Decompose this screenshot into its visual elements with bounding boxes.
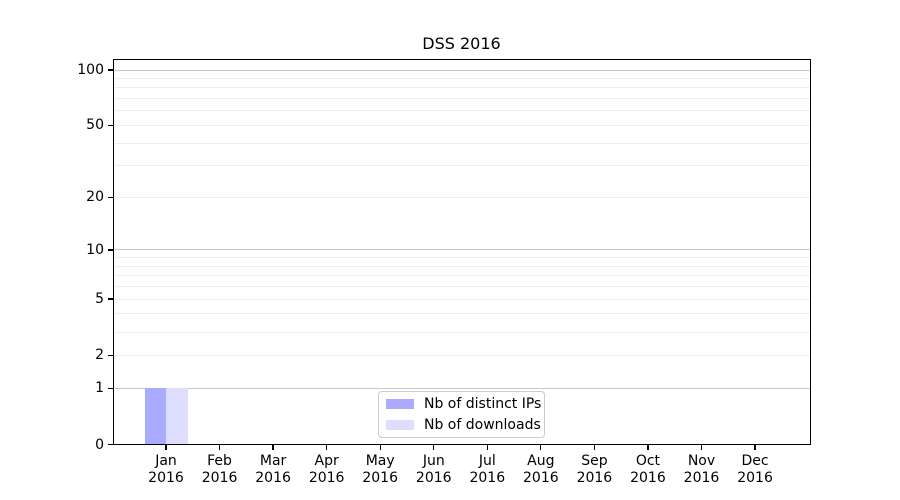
y-gridline-minor [113,354,810,356]
y-gridline-minor [113,298,810,300]
x-tick-label-year: 2016 [308,470,345,486]
x-tick-mark [218,445,221,450]
y-gridline-minor [113,196,810,198]
y-gridline-decade [113,387,810,389]
x-tick-mark [540,445,542,450]
y-gridline-minor [113,313,810,315]
x-tick-mark [593,445,596,450]
legend: Nb of distinct IPs Nb of downloads [378,391,545,438]
x-tick-label-year: 2016 [523,470,559,486]
x-tick-label-year: 2016 [201,470,238,486]
y-tick-mark [108,387,114,389]
y-gridline-minor [113,265,810,267]
y-tick-mark [108,354,114,356]
x-tick-mark [700,445,703,450]
x-tick-label-month: Dec [741,453,769,469]
x-tick-label-year: 2016 [255,470,291,486]
legend-label-distinct-ips: Nb of distinct IPs [424,396,542,412]
y-gridline-minor [113,124,810,126]
x-tick-mark [379,445,381,450]
y-gridline-minor [113,77,810,79]
x-tick-mark [754,445,756,450]
legend-item-downloads: Nb of downloads [386,417,544,433]
x-tick-label-year: 2016 [576,470,613,486]
y-gridline-minor [113,275,810,277]
y-gridline-minor [113,98,810,100]
x-tick-label-month: Feb [207,453,232,469]
y-gridline-minor [113,87,810,89]
x-tick-mark [647,445,649,450]
y-tick-label: 20 [86,189,104,206]
y-gridline-minor [113,110,810,112]
x-tick-label-year: 2016 [630,470,666,486]
y-gridline-minor [113,331,810,333]
x-tick-label-month: Apr [314,453,339,469]
x-tick-label-year: 2016 [469,470,506,486]
y-tick-label: 1 [95,380,104,397]
x-tick-label-month: Nov [687,453,716,469]
bar-distinct-ips [144,388,166,445]
y-tick-mark [108,443,114,446]
x-tick-label-year: 2016 [148,470,184,486]
y-tick-label: 100 [77,62,104,78]
x-tick-label-month: Aug [527,453,555,469]
y-gridline-minor [113,165,810,167]
y-tick-label: 0 [95,436,104,453]
x-tick-label-month: May [365,453,395,469]
x-tick-label-month: Jan [155,453,177,469]
x-tick-label-month: Jun [422,453,445,469]
y-gridline-minor [113,142,810,144]
y-tick-mark [108,196,114,199]
y-gridline-minor [113,257,810,259]
x-tick-label-year: 2016 [683,470,720,486]
x-tick-mark [486,445,488,450]
legend-swatch-distinct-ips [386,399,414,409]
x-tick-label-month: Mar [259,453,287,469]
x-tick-label-year: 2016 [362,470,398,486]
x-tick-mark [326,445,328,450]
x-tick-label-year: 2016 [415,470,452,486]
y-tick-mark [108,124,114,127]
y-tick-label: 2 [95,347,104,364]
y-tick-mark [108,249,114,251]
y-gridline-decade [113,69,810,71]
y-gridline-decade [113,249,810,251]
chart-title: DSS 2016 [422,34,501,53]
legend-item-distinct-ips: Nb of distinct IPs [386,396,544,412]
x-tick-label-month: Jul [478,453,496,469]
x-tick-label-month: Sep [581,453,608,469]
bar-downloads [166,388,188,445]
y-tick-label: 5 [95,291,104,308]
y-tick-label: 10 [86,241,104,258]
y-tick-mark [108,298,114,300]
legend-swatch-downloads [386,420,414,430]
legend-label-downloads: Nb of downloads [424,417,541,433]
x-tick-mark [433,445,435,450]
y-tick-mark [108,69,114,71]
x-tick-mark [165,445,167,450]
x-tick-mark [272,445,274,450]
x-tick-label-year: 2016 [737,470,773,486]
y-tick-label: 50 [86,117,104,134]
y-gridline-minor [113,286,810,288]
x-tick-label-month: Oct [635,453,661,469]
